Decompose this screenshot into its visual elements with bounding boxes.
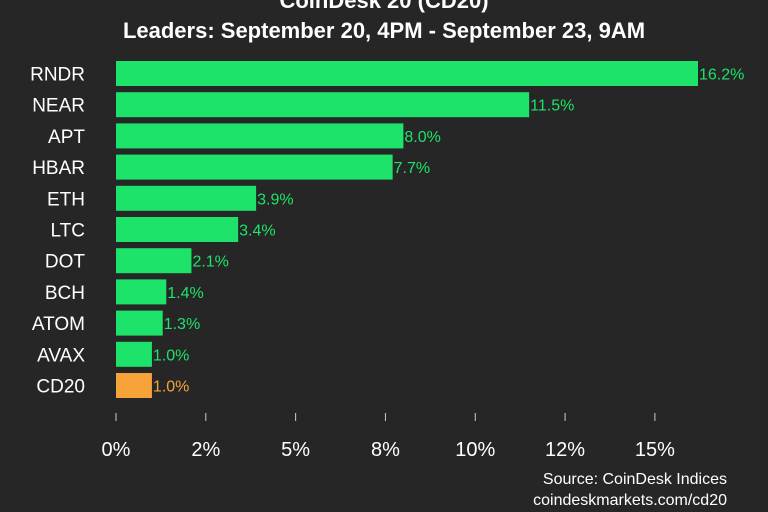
category-label-atom: ATOM — [32, 314, 85, 335]
value-label-eth: 3.9% — [257, 191, 293, 208]
value-label-dot: 2.1% — [192, 254, 228, 271]
category-label-bch: BCH — [45, 283, 85, 304]
bar-ltc — [116, 217, 239, 242]
value-label-hbar: 7.7% — [394, 160, 430, 177]
bar-rndr — [116, 61, 698, 86]
category-label-apt: APT — [48, 127, 85, 148]
chart-title-block: CoinDesk 20 (CD20) Leaders: September 20… — [0, 0, 768, 46]
category-label-near: NEAR — [32, 96, 85, 117]
value-label-near: 11.5% — [530, 98, 574, 115]
source-url: coindeskmarkets.com/cd20 — [533, 492, 727, 509]
value-label-atom: 1.3% — [164, 316, 200, 333]
chart-title: CoinDesk 20 (CD20) — [279, 0, 489, 13]
category-label-eth: ETH — [47, 189, 85, 210]
bar-near — [116, 92, 530, 118]
value-label-rndr: 16.2% — [699, 67, 744, 84]
value-label-apt: 8.0% — [404, 129, 440, 146]
value-label-cd20: 1.0% — [153, 379, 189, 396]
bar-cd20 — [116, 373, 152, 398]
bar-atom — [116, 310, 163, 336]
category-label-avax: AVAX — [37, 345, 85, 366]
bar-eth — [116, 185, 257, 211]
x-tick-label: 8% — [371, 439, 400, 461]
bar-avax — [116, 341, 152, 367]
bar-apt — [116, 123, 404, 149]
value-label-avax: 1.0% — [153, 347, 189, 364]
x-tick-label: 2% — [191, 439, 220, 461]
category-label-cd20: CD20 — [36, 377, 85, 398]
category-label-rndr: RNDR — [30, 65, 85, 86]
bar-hbar — [116, 154, 393, 180]
chart-subtitle: Leaders: September 20, 4PM - September 2… — [122, 18, 646, 43]
category-label-hbar: HBAR — [32, 158, 85, 179]
x-tick-label: 10% — [455, 439, 495, 461]
x-tick-label: 15% — [635, 439, 675, 461]
value-label-ltc: 3.4% — [239, 223, 275, 240]
source-block: Source: CoinDesk Indices coindeskmarkets… — [533, 469, 727, 511]
bar-bch — [116, 279, 167, 305]
category-label-ltc: LTC — [51, 221, 85, 242]
bar-dot — [116, 248, 192, 274]
x-tick-label: 0% — [102, 439, 131, 461]
source-text: Source: CoinDesk Indices — [542, 471, 727, 488]
x-tick-label: 5% — [281, 439, 310, 461]
value-label-bch: 1.4% — [167, 285, 203, 302]
category-label-dot: DOT — [45, 252, 86, 273]
x-tick-label: 12% — [545, 439, 585, 461]
